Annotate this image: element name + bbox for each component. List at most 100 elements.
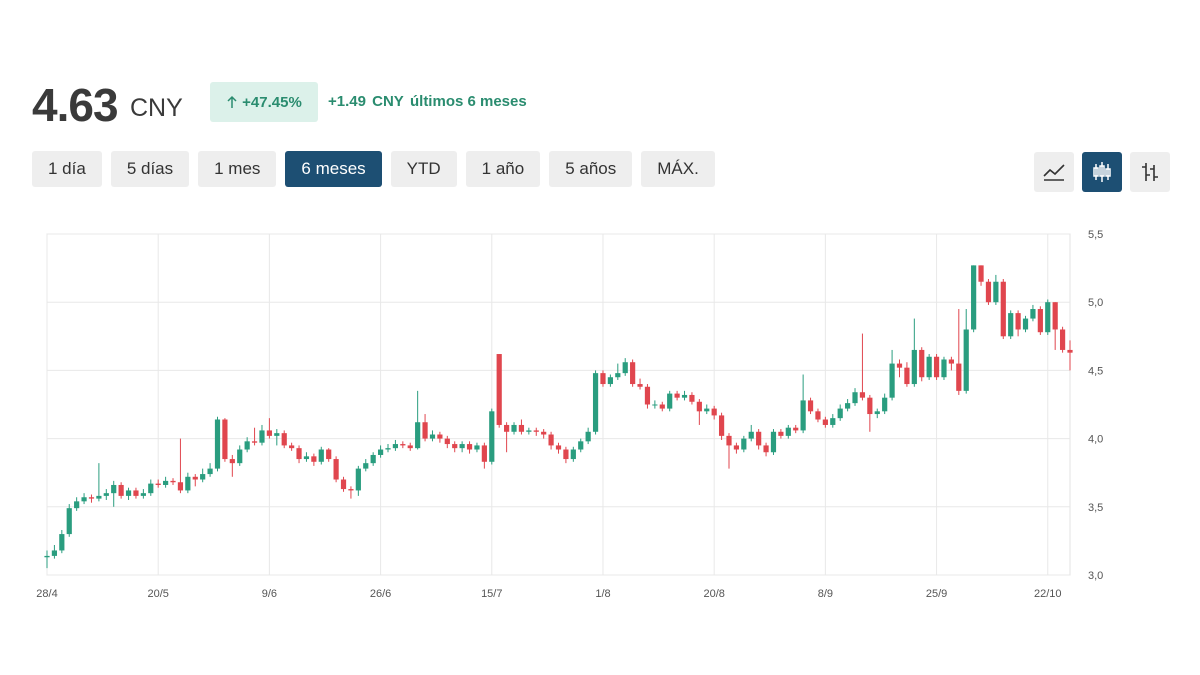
x-tick-label: 25/9: [926, 588, 947, 600]
candle-body: [1015, 313, 1021, 330]
candle-body: [474, 445, 480, 450]
line-chart-button[interactable]: [1034, 152, 1074, 192]
candle-body: [726, 435, 732, 446]
candle-body: [163, 480, 169, 485]
candle-body: [1000, 281, 1006, 337]
candle-body: [622, 362, 628, 374]
candle-body: [845, 403, 851, 409]
candle-body: [185, 476, 191, 491]
candle-body: [444, 438, 450, 445]
candle-body: [800, 400, 806, 431]
candle-body: [148, 483, 154, 494]
candle-body: [815, 411, 821, 420]
range-button[interactable]: 5 días: [110, 151, 190, 187]
candle-body: [822, 419, 828, 425]
change-period: últimos 6 meses: [409, 93, 527, 110]
candle-body: [1008, 313, 1014, 337]
candle-body: [585, 431, 591, 442]
candle-body: [200, 474, 206, 480]
candle-body: [1059, 329, 1066, 350]
candle-chart-button[interactable]: [1082, 152, 1122, 192]
candle-body: [555, 445, 562, 450]
candle-body: [303, 456, 310, 460]
candle-body: [978, 265, 984, 282]
candle-body: [770, 431, 777, 453]
candle-body: [111, 484, 117, 494]
candle-body: [274, 433, 280, 436]
candle-body: [81, 497, 87, 502]
candle-body: [1067, 349, 1073, 353]
candle-body: [600, 373, 606, 385]
range-button[interactable]: 5 años: [549, 151, 633, 187]
candle-body: [837, 408, 843, 419]
candle-body: [1030, 309, 1036, 319]
candle-body: [756, 431, 762, 446]
candle-body: [237, 449, 243, 464]
change-text: +1.49 CNY últimos 6 meses: [328, 93, 529, 110]
candle-body: [1037, 309, 1043, 333]
candle-body: [674, 393, 680, 398]
x-tick-label: 20/8: [703, 588, 724, 600]
candle-body: [177, 482, 184, 491]
candle-body: [1052, 302, 1058, 330]
candle-body: [96, 495, 102, 499]
candle-body: [355, 468, 361, 491]
range-button[interactable]: 1 día: [32, 151, 102, 187]
candle-body: [681, 394, 688, 398]
range-button[interactable]: 6 meses: [285, 151, 382, 187]
candle-body: [326, 449, 332, 460]
candle-body: [496, 354, 502, 425]
candle-body: [741, 438, 747, 450]
candle-body: [963, 329, 969, 391]
candle-body: [718, 415, 725, 436]
candle-body: [533, 430, 539, 432]
candle-body: [333, 459, 339, 480]
candle-body: [125, 490, 132, 496]
candle-body: [133, 490, 139, 496]
candle-body: [155, 483, 161, 485]
candle-body: [466, 444, 473, 450]
x-tick-label: 9/6: [262, 588, 277, 600]
candle-body: [948, 359, 954, 364]
x-tick-label: 26/6: [370, 588, 391, 600]
line-icon: [1043, 164, 1065, 181]
x-tick-label: 1/8: [595, 588, 610, 600]
candle-body: [44, 555, 50, 558]
candle-body: [830, 418, 836, 425]
candle-body: [51, 550, 58, 556]
candle-body: [763, 445, 769, 453]
candle-body: [481, 445, 487, 462]
candle-body: [259, 430, 265, 443]
range-button[interactable]: YTD: [390, 151, 457, 187]
candle-body: [919, 349, 925, 378]
candle-body: [867, 397, 873, 415]
candle-body: [941, 359, 947, 378]
candle-body: [1045, 302, 1051, 333]
range-button[interactable]: MÁX.: [641, 151, 715, 187]
y-tick-label: 5,0: [1088, 297, 1103, 309]
candle-body: [630, 362, 636, 385]
candle-body: [985, 281, 992, 303]
candle-body: [66, 508, 72, 535]
candle-body: [933, 356, 940, 378]
change-unit: CNY: [372, 93, 404, 110]
candle-body: [896, 363, 903, 368]
candle-body: [926, 356, 932, 378]
candle-body: [74, 501, 80, 509]
y-tick-label: 5,5: [1088, 229, 1103, 241]
candle-body: [659, 404, 665, 409]
candle-body: [229, 459, 235, 464]
range-button[interactable]: 1 año: [465, 151, 541, 187]
candle-body: [400, 444, 406, 446]
candle-body: [459, 444, 465, 449]
range-button[interactable]: 1 mes: [198, 151, 277, 187]
candle-body: [793, 427, 799, 431]
candle-body: [377, 449, 384, 455]
candle-body: [570, 449, 576, 460]
candle-body: [266, 430, 272, 436]
y-tick-label: 4,5: [1088, 365, 1103, 377]
x-tick-label: 28/4: [36, 588, 57, 600]
ohlc-chart-button[interactable]: [1130, 152, 1170, 192]
candle-body: [251, 441, 258, 443]
